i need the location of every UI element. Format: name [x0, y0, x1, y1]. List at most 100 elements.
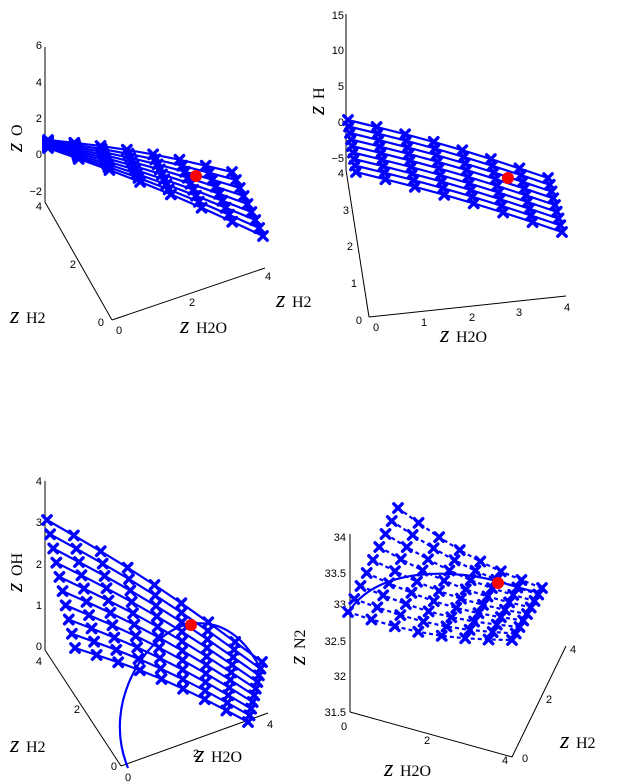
z-tick-label: −2	[29, 186, 42, 198]
y-tick-label: 2	[70, 259, 76, 271]
y-axis-symbol: z	[559, 728, 570, 754]
marker-stroke	[50, 556, 63, 569]
x-axis-line	[120, 712, 269, 767]
marker-stroke	[245, 206, 258, 218]
trajectory-marker	[198, 693, 211, 706]
trajectory-marker	[201, 624, 214, 637]
x-axis-label: z H2O	[194, 742, 242, 768]
marker-stroke	[200, 667, 212, 680]
trajectory-marker	[154, 662, 167, 675]
trajectory-marker	[435, 629, 448, 642]
z-tick-label: 15	[332, 10, 344, 22]
trajectory-marker	[223, 208, 235, 221]
trajectory-marker	[241, 198, 254, 210]
marker-stroke	[200, 650, 213, 663]
trajectory-marker	[427, 542, 440, 555]
marker-stroke	[348, 593, 361, 605]
trajectory-marker	[365, 613, 378, 626]
x-axis-symbol: z	[383, 756, 394, 782]
marker-stroke	[198, 693, 211, 706]
trajectory-marker	[177, 682, 190, 695]
marker-stroke	[509, 627, 522, 640]
marker-stroke	[228, 643, 241, 656]
z-tick-label: −5	[331, 153, 344, 165]
trajectory-marker	[129, 630, 142, 642]
trajectory-marker	[216, 194, 229, 207]
panel-zO: 6 4 2 0 −2 4 2 0 0 2 4 z O z H2 z H2O z …	[2, 40, 312, 339]
trajectory-marker	[102, 594, 115, 607]
marker-stroke	[80, 595, 93, 608]
marker-stroke	[224, 674, 237, 686]
trajectory-line	[47, 146, 264, 237]
y-tick-label: 2	[74, 704, 80, 716]
x-axis-line	[368, 295, 567, 318]
x-axis-subscript: H2O	[211, 749, 242, 766]
trajectory-marker	[394, 609, 407, 622]
trajectory-marker	[195, 201, 208, 214]
marker-stroke	[72, 152, 85, 165]
equilibrium-point	[492, 577, 504, 589]
marker-stroke	[154, 662, 167, 675]
equilibrium-point	[190, 170, 202, 182]
marker-stroke	[127, 607, 139, 620]
x-tick-label: 2	[469, 312, 475, 324]
trajectory-marker	[389, 565, 401, 578]
x-axis-line	[111, 267, 266, 321]
marker-stroke	[477, 598, 489, 611]
marker-stroke	[53, 570, 66, 583]
trajectory-marker	[123, 573, 135, 585]
marker-stroke	[201, 633, 214, 646]
trajectory-marker	[499, 603, 511, 616]
marker-stroke	[394, 609, 407, 622]
trajectories	[42, 134, 269, 242]
panel-zH: 15 10 5 0 −5 4 3 2 1 0 0 1 2 3 4 z H z H…	[304, 10, 570, 348]
marker-stroke	[199, 684, 212, 697]
marker-stroke	[175, 616, 188, 629]
marker-stroke	[213, 187, 225, 200]
marker-stroke	[459, 583, 472, 596]
trajectory-marker	[438, 574, 451, 587]
marker-stroke	[155, 673, 168, 685]
trajectory-marker	[176, 644, 189, 657]
trajectory-marker	[103, 164, 116, 176]
y-axis-subscript: H2	[26, 310, 46, 327]
marker-stroke	[147, 148, 160, 161]
trajectory-marker	[422, 553, 434, 566]
trajectory-marker	[412, 625, 425, 638]
z-tick-label: 0	[36, 149, 42, 161]
trajectory-marker	[176, 635, 189, 648]
z-tick-label: 32.5	[325, 636, 346, 648]
marker-stroke	[435, 629, 448, 642]
trajectory-marker	[422, 605, 435, 618]
marker-stroke	[102, 594, 115, 607]
trajectory-marker	[360, 567, 373, 579]
marker-stroke	[73, 556, 85, 568]
marker-stroke	[206, 173, 219, 186]
marker-stroke	[371, 601, 384, 614]
y-axis-label: z H2	[9, 732, 46, 758]
marker-stroke	[226, 658, 239, 671]
y-axis-subscript: H2	[26, 739, 46, 756]
marker-stroke	[83, 609, 95, 622]
trajectory-marker	[556, 226, 568, 238]
trajectory-marker	[85, 622, 98, 635]
trajectory-marker	[62, 613, 75, 626]
z-tick-label: 2	[36, 559, 42, 571]
z-tick-label: 1	[36, 600, 42, 612]
trajectory-marker	[50, 556, 63, 569]
marker-stroke	[65, 627, 78, 640]
trajectory-marker	[67, 529, 80, 542]
x-axis-label: z H2O	[383, 756, 431, 782]
marker-stroke	[256, 656, 268, 668]
marker-stroke	[350, 166, 362, 178]
marker-stroke	[56, 585, 69, 598]
trajectory-marker	[59, 599, 72, 612]
z-axis-subscript: N2	[292, 629, 309, 649]
trajectory-marker	[257, 230, 269, 242]
trajectory-marker	[503, 596, 516, 609]
x-tick-label: 4	[265, 271, 271, 283]
trajectory-line	[47, 145, 260, 230]
trajectory-marker	[152, 631, 165, 644]
trajectory-marker	[134, 175, 147, 188]
trajectory-marker	[176, 654, 189, 667]
